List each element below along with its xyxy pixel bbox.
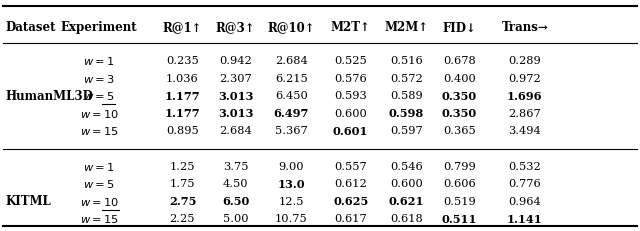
- Text: $w = 3$: $w = 3$: [83, 73, 115, 85]
- Text: 0.678: 0.678: [443, 56, 476, 66]
- Text: $w = 1$: $w = 1$: [83, 160, 115, 172]
- Text: $w = 1$: $w = 1$: [83, 55, 115, 67]
- Text: 0.972: 0.972: [508, 73, 541, 84]
- Text: 1.696: 1.696: [507, 90, 543, 101]
- Text: R@3↑: R@3↑: [216, 21, 255, 34]
- Text: 2.25: 2.25: [170, 213, 195, 223]
- Text: 0.776: 0.776: [508, 179, 541, 189]
- Text: 2.684: 2.684: [275, 56, 308, 66]
- Text: 0.235: 0.235: [166, 56, 199, 66]
- Text: 1.75: 1.75: [170, 179, 195, 189]
- Text: 0.618: 0.618: [390, 213, 423, 223]
- Text: 2.867: 2.867: [508, 108, 541, 118]
- Text: FID↓: FID↓: [443, 21, 476, 34]
- Text: $w = 5$: $w = 5$: [83, 90, 115, 102]
- Text: Trans→: Trans→: [501, 21, 548, 34]
- Text: 0.600: 0.600: [390, 179, 423, 189]
- Text: 12.5: 12.5: [278, 196, 304, 206]
- Text: 0.597: 0.597: [390, 125, 423, 136]
- Text: 3.013: 3.013: [218, 108, 253, 119]
- Text: 3.013: 3.013: [218, 90, 253, 101]
- Text: 0.576: 0.576: [334, 73, 367, 84]
- Text: KITML: KITML: [5, 195, 51, 207]
- Text: R@1↑: R@1↑: [163, 21, 202, 34]
- Text: 1.141: 1.141: [507, 213, 543, 224]
- Text: 4.50: 4.50: [223, 179, 248, 189]
- Text: 0.546: 0.546: [390, 161, 423, 171]
- Text: $w = 5$: $w = 5$: [83, 178, 115, 190]
- Text: 0.532: 0.532: [508, 161, 541, 171]
- Text: 6.450: 6.450: [275, 91, 308, 101]
- Text: 0.572: 0.572: [390, 73, 423, 84]
- Text: 2.684: 2.684: [219, 125, 252, 136]
- Text: 0.365: 0.365: [443, 125, 476, 136]
- Text: 10.75: 10.75: [275, 213, 308, 223]
- Text: Experiment: Experiment: [61, 21, 138, 34]
- Text: 9.00: 9.00: [278, 161, 304, 171]
- Text: 13.0: 13.0: [277, 178, 305, 189]
- Text: M2M↑: M2M↑: [385, 21, 428, 34]
- Text: 1.036: 1.036: [166, 73, 199, 84]
- Text: 0.612: 0.612: [334, 179, 367, 189]
- Text: 5.367: 5.367: [275, 125, 308, 136]
- Text: 1.177: 1.177: [164, 90, 200, 101]
- Text: 0.350: 0.350: [442, 108, 477, 119]
- Text: 0.600: 0.600: [334, 108, 367, 118]
- Text: 0.400: 0.400: [443, 73, 476, 84]
- Text: 0.598: 0.598: [388, 108, 424, 119]
- Text: 0.964: 0.964: [508, 196, 541, 206]
- Text: 6.50: 6.50: [222, 195, 249, 207]
- Text: 2.75: 2.75: [169, 195, 196, 207]
- Text: M2T↑: M2T↑: [331, 21, 371, 34]
- Text: 0.557: 0.557: [334, 161, 367, 171]
- Text: 0.350: 0.350: [442, 90, 477, 101]
- Text: 0.799: 0.799: [443, 161, 476, 171]
- Text: 0.621: 0.621: [388, 195, 424, 207]
- Text: 1.177: 1.177: [164, 108, 200, 119]
- Text: 0.593: 0.593: [334, 91, 367, 101]
- Text: 6.215: 6.215: [275, 73, 308, 84]
- Text: 5.00: 5.00: [223, 213, 248, 223]
- Text: 0.895: 0.895: [166, 125, 199, 136]
- Text: 0.525: 0.525: [334, 56, 367, 66]
- Text: 0.589: 0.589: [390, 91, 423, 101]
- Text: Dataset: Dataset: [5, 21, 56, 34]
- Text: $w = 25$: $w = 25$: [80, 230, 118, 231]
- Text: 0.516: 0.516: [390, 56, 423, 66]
- Text: 3.494: 3.494: [508, 125, 541, 136]
- Text: 0.617: 0.617: [334, 213, 367, 223]
- Text: 0.289: 0.289: [508, 56, 541, 66]
- Text: 0.942: 0.942: [219, 56, 252, 66]
- Text: 2.307: 2.307: [219, 73, 252, 84]
- Text: 0.625: 0.625: [333, 195, 369, 207]
- Text: $w = 15$: $w = 15$: [80, 125, 118, 137]
- Text: $w = 15$: $w = 15$: [80, 212, 118, 224]
- Text: $w = 10$: $w = 10$: [80, 107, 118, 119]
- Text: 1.25: 1.25: [170, 161, 195, 171]
- Text: 6.497: 6.497: [273, 108, 309, 119]
- Text: 0.519: 0.519: [443, 196, 476, 206]
- Text: 0.511: 0.511: [442, 213, 477, 224]
- Text: HumanML3D: HumanML3D: [5, 89, 93, 102]
- Text: $w = 10$: $w = 10$: [80, 195, 118, 207]
- Text: 0.601: 0.601: [333, 125, 369, 136]
- Text: 0.606: 0.606: [443, 179, 476, 189]
- Text: R@10↑: R@10↑: [268, 21, 315, 34]
- Text: 3.75: 3.75: [223, 161, 248, 171]
